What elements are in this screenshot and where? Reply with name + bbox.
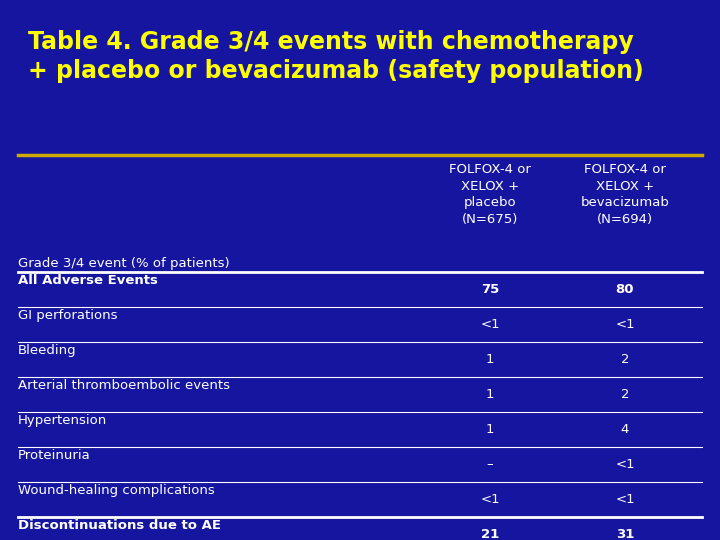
- Text: 1: 1: [486, 423, 494, 436]
- Text: 2: 2: [621, 353, 629, 366]
- Text: Arterial thromboembolic events: Arterial thromboembolic events: [18, 379, 230, 392]
- Text: Proteinuria: Proteinuria: [18, 449, 91, 462]
- Text: Grade 3/4 event (% of patients): Grade 3/4 event (% of patients): [18, 257, 230, 270]
- Text: <1: <1: [480, 318, 500, 331]
- Text: 80: 80: [616, 283, 634, 296]
- Text: 1: 1: [486, 353, 494, 366]
- Text: Wound-healing complications: Wound-healing complications: [18, 484, 215, 497]
- Text: FOLFOX-4 or
XELOX +
bevacizumab
(N=694): FOLFOX-4 or XELOX + bevacizumab (N=694): [580, 163, 670, 226]
- Text: GI perforations: GI perforations: [18, 309, 117, 322]
- Text: <1: <1: [615, 458, 635, 471]
- Text: <1: <1: [615, 493, 635, 506]
- Text: 21: 21: [481, 528, 499, 540]
- Text: Bleeding: Bleeding: [18, 344, 76, 357]
- Text: <1: <1: [480, 493, 500, 506]
- Text: 1: 1: [486, 388, 494, 401]
- Text: 4: 4: [621, 423, 629, 436]
- Text: –: –: [487, 458, 493, 471]
- Text: 31: 31: [616, 528, 634, 540]
- Text: Discontinuations due to AE: Discontinuations due to AE: [18, 519, 221, 532]
- Text: FOLFOX-4 or
XELOX +
placebo
(N=675): FOLFOX-4 or XELOX + placebo (N=675): [449, 163, 531, 226]
- Text: Hypertension: Hypertension: [18, 414, 107, 427]
- Text: 2: 2: [621, 388, 629, 401]
- Text: All Adverse Events: All Adverse Events: [18, 274, 158, 287]
- Text: Table 4. Grade 3/4 events with chemotherapy
+ placebo or bevacizumab (safety pop: Table 4. Grade 3/4 events with chemother…: [28, 30, 644, 83]
- Text: <1: <1: [615, 318, 635, 331]
- Text: 75: 75: [481, 283, 499, 296]
